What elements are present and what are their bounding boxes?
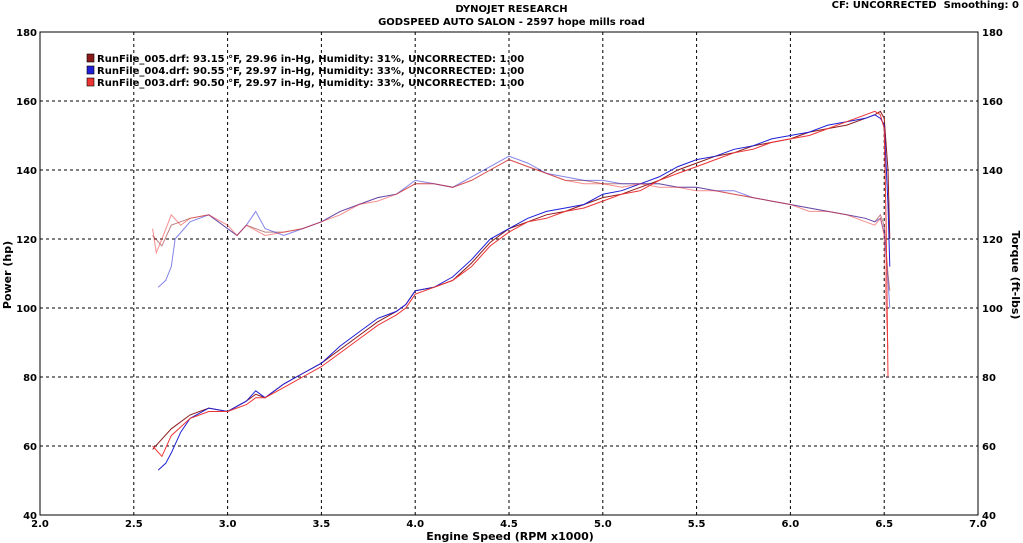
y-tick-label-left: 40 (23, 511, 37, 522)
legend-swatch (86, 53, 95, 63)
y-tick-label-left: 100 (16, 304, 37, 315)
y-tick-label-left: 160 (16, 97, 37, 108)
y-tick-label-right: 100 (982, 304, 1003, 315)
legend-swatch (86, 65, 95, 75)
grid (40, 32, 978, 515)
x-tick-label: 5.5 (688, 519, 706, 530)
cf-label: CF: UNCORRECTED (831, 0, 937, 11)
power-line-run_005 (152, 110, 891, 450)
x-tick-label: 4.0 (406, 519, 424, 530)
y-tick-label-right: 60 (982, 442, 996, 453)
legend: RunFile_005.drf: 93.15 °F, 29.96 in-Hg, … (86, 53, 524, 89)
y-tick-label-right: 180 (982, 28, 1003, 39)
y-tick-label-left: 80 (23, 373, 37, 384)
y-tick-labels-left: 40 60 80 100 120 140 160 180 (16, 28, 37, 522)
y-tick-label-left: 180 (16, 28, 37, 39)
x-tick-label: 4.5 (500, 519, 518, 530)
torque-line-run_003 (152, 159, 889, 350)
y-tick-label-right: 120 (982, 235, 1003, 246)
power-line-run_003 (152, 110, 889, 458)
y-axis-label-left: Power (hp) (1, 241, 14, 309)
y-tick-label-left: 60 (23, 442, 37, 453)
y-tick-label-right: 40 (982, 511, 996, 522)
smoothing-label: Smoothing: 0 (943, 0, 1019, 11)
x-tick-label: 2.5 (125, 519, 143, 530)
x-tick-labels: 2.0 2.5 3.0 3.5 4.0 4.5 5.0 5.5 6.0 6.5 7.0 (31, 519, 987, 530)
legend-entry: RunFile_005.drf: 93.15 °F, 29.96 in-Hg, … (97, 54, 524, 65)
x-tick-label: 3.0 (219, 519, 237, 530)
legend-entry: RunFile_003.drf: 90.50 °F, 29.97 in-Hg, … (97, 78, 524, 89)
legend-swatch (86, 77, 95, 87)
power-line-run_004 (157, 114, 891, 471)
plot-frame (39, 31, 979, 516)
x-tick-label: 6.0 (782, 519, 800, 530)
legend-entry: RunFile_004.drf: 90.55 °F, 29.97 in-Hg, … (97, 66, 524, 77)
chart-title: DYNOJET RESEARCH (455, 4, 568, 15)
y-tick-label-right: 80 (982, 373, 996, 384)
y-tick-labels-right: 40 60 80 100 120 140 160 180 (982, 28, 1003, 522)
y-tick-label-left: 140 (16, 166, 37, 177)
y-tick-label-right: 160 (982, 97, 1003, 108)
chart-subtitle: GODSPEED AUTO SALON - 2597 hope mills ro… (378, 17, 645, 28)
x-tick-label: 5.0 (594, 519, 612, 530)
series-lines (152, 110, 891, 471)
y-tick-label-left: 120 (16, 235, 37, 246)
x-tick-label: 2.0 (31, 519, 49, 530)
x-axis-label: Engine Speed (RPM x1000) (426, 530, 594, 543)
y-axis-label-right: Torque (ft-lbs) (1009, 231, 1022, 320)
x-tick-label: 7.0 (969, 519, 987, 530)
x-tick-label: 6.5 (875, 519, 893, 530)
x-tick-label: 3.5 (313, 519, 331, 530)
correction-info: CF: UNCORRECTED Smoothing: 0 (832, 0, 1019, 11)
y-tick-label-right: 140 (982, 166, 1003, 177)
